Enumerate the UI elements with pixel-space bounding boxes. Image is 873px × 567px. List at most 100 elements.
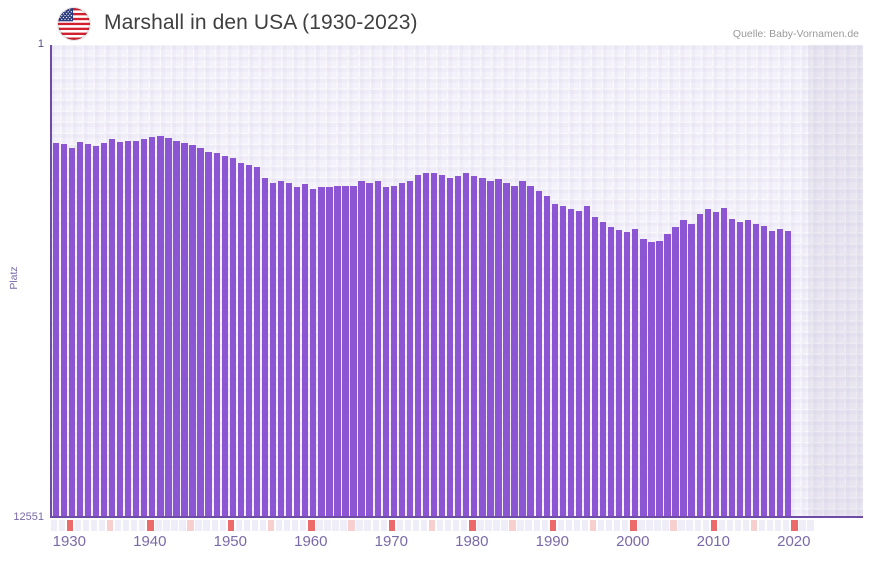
bar — [680, 220, 687, 518]
bar — [712, 212, 719, 518]
x-tick-cell — [163, 520, 170, 531]
bar — [398, 183, 406, 518]
bar — [382, 187, 389, 518]
bar — [575, 211, 583, 518]
bar — [221, 156, 228, 518]
bar — [157, 136, 164, 518]
x-tick-cell — [742, 520, 750, 531]
bar — [607, 227, 615, 518]
x-tick-cell — [283, 520, 291, 531]
bar — [253, 167, 261, 518]
x-tick-cell — [654, 520, 661, 531]
x-tick-cell — [581, 520, 589, 531]
x-tick-cell — [622, 520, 629, 531]
x-tick-cell — [614, 520, 621, 531]
x-tick-cell — [179, 520, 186, 531]
x-tick-cell — [565, 520, 573, 531]
x-tick-cell — [340, 520, 347, 531]
bar — [366, 183, 373, 518]
chart-plot-area — [50, 45, 863, 518]
x-tick-cell — [90, 520, 98, 531]
x-tick-cell — [139, 520, 146, 531]
x-tick-cell — [525, 520, 532, 531]
x-axis-tick-label: 2010 — [696, 533, 730, 550]
y-axis-title: Platz — [8, 266, 20, 290]
x-tick-cell — [219, 520, 226, 531]
bar — [141, 139, 148, 518]
bar — [76, 142, 84, 518]
bar — [108, 139, 116, 518]
x-tick-cell — [758, 520, 766, 531]
x-tick-cell — [308, 520, 315, 531]
x-tick-cell — [791, 520, 798, 531]
x-tick-cell — [259, 520, 267, 531]
x-tick-cell — [750, 520, 758, 531]
x-tick-cell — [155, 520, 162, 531]
x-axis-labels: 1930 1940 1950 1960 1970 1980 1990 2000 2010 2020 — [0, 533, 873, 563]
bar — [487, 181, 494, 518]
x-tick-cell — [485, 520, 492, 531]
x-tick-cell — [114, 520, 122, 531]
x-tick-cell — [106, 520, 114, 531]
x-axis-tick-label: 1930 — [52, 533, 86, 550]
bar — [583, 206, 591, 518]
x-tick-cell — [195, 520, 202, 531]
bar — [656, 241, 663, 518]
bar — [116, 142, 124, 518]
x-axis-tick-label: 1950 — [213, 533, 247, 550]
bar — [100, 143, 108, 518]
bar — [189, 145, 196, 518]
bar — [430, 173, 438, 518]
bar — [326, 187, 333, 518]
x-tick-cell — [316, 520, 323, 531]
bar — [744, 220, 752, 518]
x-tick-cell — [211, 520, 218, 531]
x-tick-cell — [597, 520, 605, 531]
x-tick-cell — [573, 520, 581, 531]
x-tick-cell — [533, 520, 540, 531]
page-title: Marshall in den USA (1930-2023) — [104, 11, 418, 34]
x-tick-cell — [267, 520, 275, 531]
x-tick-cell — [541, 520, 548, 531]
bar — [760, 226, 768, 518]
bar — [551, 204, 558, 518]
bar — [495, 179, 502, 518]
x-axis-tick-label: 1980 — [455, 533, 489, 550]
bar — [704, 209, 711, 518]
x-tick-cell — [517, 520, 524, 531]
bar — [616, 230, 623, 518]
x-tick-cell — [469, 520, 476, 531]
bar — [302, 184, 309, 518]
x-tick-cell — [74, 520, 82, 531]
y-axis-line — [50, 45, 52, 518]
bar — [350, 186, 357, 518]
bar — [173, 141, 180, 518]
x-tick-cell — [356, 520, 363, 531]
bar — [632, 229, 639, 518]
x-tick-cell — [766, 520, 774, 531]
x-tick-cell — [428, 520, 436, 531]
bar — [535, 191, 542, 518]
x-tick-cell — [436, 520, 444, 531]
x-tick-cell — [292, 520, 299, 531]
x-axis-tick-label: 2000 — [616, 533, 650, 550]
x-axis-tick-label: 2020 — [777, 533, 811, 550]
x-tick-cell — [243, 520, 251, 531]
x-tick-cell — [396, 520, 404, 531]
x-tick-cell — [783, 520, 790, 531]
x-tick-cell — [646, 520, 653, 531]
x-tick-cell — [718, 520, 726, 531]
x-tick-cell — [412, 520, 420, 531]
bar — [648, 242, 655, 518]
x-tick-cell — [726, 520, 734, 531]
x-tick-cell — [710, 520, 718, 531]
x-tick-cell — [388, 520, 396, 531]
bar — [503, 183, 510, 518]
x-tick-cell — [82, 520, 90, 531]
x-tick-cell — [775, 520, 782, 531]
bar — [519, 181, 526, 518]
bar — [567, 209, 575, 518]
bar — [591, 217, 599, 518]
x-tick-cell — [131, 520, 138, 531]
x-tick-cell — [372, 520, 379, 531]
